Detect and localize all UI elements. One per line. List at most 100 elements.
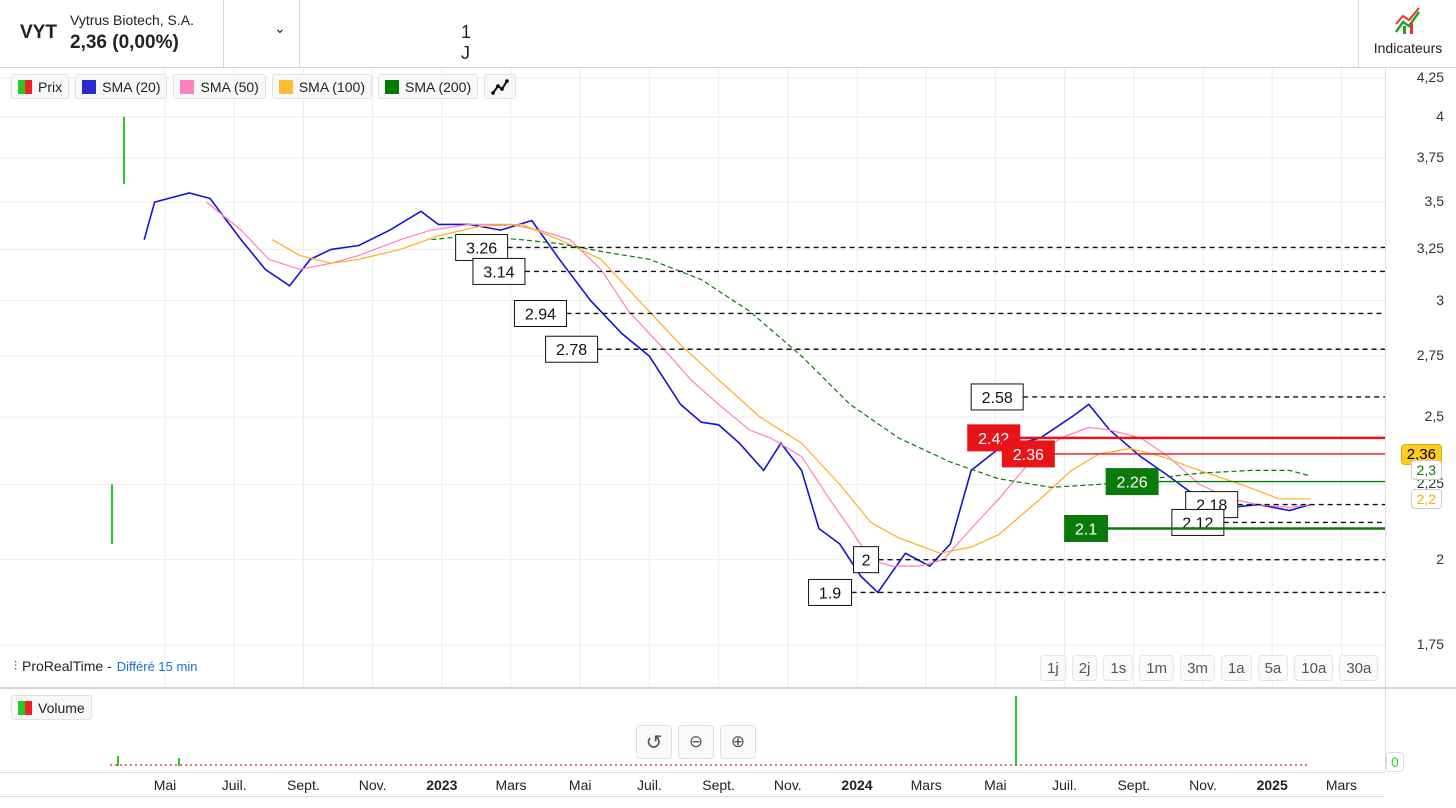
level-value: 2.26 <box>1117 475 1148 492</box>
chevron-down-icon: ⌄ <box>274 20 286 36</box>
timeframe-buttons: 1j 2j 1s 1m 3m 1a 5a 10a 30a <box>1040 655 1379 681</box>
volume-bar <box>117 756 119 766</box>
source-label: ProRealTime - <box>22 658 112 674</box>
level-label[interactable]: 2.26 <box>1105 468 1159 496</box>
level-label[interactable]: 2.36 <box>1001 440 1055 468</box>
line-chart-icon <box>491 78 509 95</box>
zoom-out-icon: ⊖ <box>688 732 704 751</box>
volume-swatch-icon <box>18 700 32 715</box>
price-tick-label: 2,75 <box>1416 347 1444 364</box>
legend-sma100[interactable]: SMA (100) <box>271 74 372 99</box>
date-tick-label: Juil. <box>1052 777 1078 793</box>
undo-icon: ↺ <box>645 731 663 754</box>
timeframe-1j[interactable]: 1j <box>1040 655 1066 681</box>
date-tick-label: Juil. <box>221 777 247 793</box>
indicators-button[interactable]: Indicateurs <box>1358 0 1456 67</box>
level-label[interactable]: 2.78 <box>545 335 599 363</box>
price-pill-last: 2,36 <box>1400 443 1442 465</box>
level-label[interactable]: 1.9 <box>808 578 853 606</box>
level-label[interactable]: 2.58 <box>970 383 1024 411</box>
zoom-out-button[interactable]: ⊖ <box>678 725 714 759</box>
timeframe-30a[interactable]: 30a <box>1339 655 1379 681</box>
price-tick-label: 1,75 <box>1416 636 1444 652</box>
level-value: 3.14 <box>483 264 514 281</box>
zoom-in-button[interactable]: ⊕ <box>720 725 756 759</box>
timeframe-3m[interactable]: 3m <box>1180 655 1215 681</box>
legend-label: SMA (200) <box>404 78 472 95</box>
level-value: 2.12 <box>1182 515 1213 532</box>
period-selector[interactable]: 1 J ⌄ <box>224 0 471 67</box>
date-tick-label: 2025 <box>1256 777 1288 793</box>
last-price: 2,36 (0,00%) <box>70 32 179 53</box>
price-tick-label: 3,75 <box>1416 148 1444 165</box>
date-tick-label: Juil. <box>636 777 662 793</box>
candlestick-icon: ⫶ <box>14 658 18 673</box>
zoom-in-icon: ⊕ <box>730 732 746 751</box>
price-tick-label: 2,5 <box>1424 408 1444 425</box>
drawing-tools-button[interactable] <box>484 74 517 99</box>
timeframe-1a[interactable]: 1a <box>1220 655 1252 681</box>
legend-sma20[interactable]: SMA (20) <box>75 74 168 99</box>
sma200-swatch-icon <box>384 79 399 94</box>
price-chart[interactable]: 3.263.142.942.782.582.422.362.262.182.12… <box>0 68 1385 772</box>
series-sma100 <box>272 223 1311 554</box>
chart-legend: Prix SMA (20) SMA (50) SMA (100) SMA (20… <box>11 74 517 99</box>
series-sma20 <box>143 192 1311 594</box>
price-axis[interactable] <box>1385 68 1456 772</box>
data-source: ⫶ ProRealTime - Différé 15 min <box>14 658 197 674</box>
level-label[interactable]: 2 <box>853 546 880 574</box>
date-tick-label: Mai <box>568 777 592 793</box>
panel-divider[interactable] <box>0 687 1456 689</box>
timeframe-2j[interactable]: 2j <box>1071 655 1098 681</box>
period-value: 1 J <box>461 22 472 63</box>
date-tick-label: Nov. <box>773 777 802 793</box>
level-label[interactable]: 3.26 <box>455 233 509 261</box>
price-swatch-icon <box>18 79 32 94</box>
series-sma200 <box>431 235 1311 488</box>
legend-sma50[interactable]: SMA (50) <box>173 74 266 99</box>
reset-zoom-button[interactable]: ↺ <box>636 725 672 759</box>
level-value: 2.94 <box>525 306 556 323</box>
legend-prix[interactable]: Prix <box>11 74 70 99</box>
legend-volume[interactable]: Volume <box>11 695 92 720</box>
level-label[interactable]: 3.14 <box>472 257 526 285</box>
level-value: 2 <box>862 553 871 570</box>
date-tick-label: Mai <box>984 777 1007 793</box>
legend-label: SMA (100) <box>298 78 365 95</box>
date-tick-label: Mars <box>1325 777 1357 793</box>
company-name: Vytrus Biotech, S.A. <box>70 12 194 28</box>
price-tick-label: 4 <box>1436 107 1444 124</box>
level-value: 2.1 <box>1075 521 1097 538</box>
zoom-controls: ↺ ⊖ ⊕ <box>636 725 756 759</box>
ticker-symbol: VYT <box>20 22 57 43</box>
sma50-swatch-icon <box>180 79 195 94</box>
volume-chart <box>110 696 1310 766</box>
date-tick-label: 2024 <box>841 777 873 793</box>
level-value: 2.42 <box>978 431 1009 448</box>
header: VYT Vytrus Biotech, S.A. 2,36 (0,00%) 1 … <box>0 0 1456 68</box>
date-tick-label: Sept. <box>702 777 735 793</box>
series-sma50 <box>206 201 1311 567</box>
price-pill-sma200: 2,3 <box>1410 460 1442 481</box>
legend-label: SMA (20) <box>102 78 161 95</box>
timeframe-1m[interactable]: 1m <box>1139 655 1175 681</box>
legend-sma200[interactable]: SMA (200) <box>377 74 479 99</box>
level-label[interactable]: 2.1 <box>1064 514 1109 542</box>
price-tick-label: 3,25 <box>1416 240 1444 257</box>
level-value: 2.58 <box>982 390 1013 407</box>
timeframe-1s[interactable]: 1s <box>1103 655 1134 681</box>
level-label[interactable]: 2.12 <box>1171 508 1225 536</box>
timeframe-5a[interactable]: 5a <box>1257 655 1289 681</box>
timeframe-10a[interactable]: 10a <box>1294 655 1334 681</box>
date-axis[interactable]: Mai Juil. Sept. Nov. 2023 Mars Mai Juil. Sept. No… <box>0 772 1385 797</box>
price-tick-label: 4,25 <box>1416 69 1444 85</box>
level-value: 3.26 <box>466 240 497 257</box>
volume-bar <box>1015 696 1017 766</box>
sma100-swatch-icon <box>278 79 293 94</box>
level-value: 2.36 <box>1013 447 1044 464</box>
legend-label: Prix <box>38 78 63 95</box>
price-tick-label: 2 <box>1436 550 1444 567</box>
sma20-swatch-icon <box>82 79 97 94</box>
instrument-info[interactable]: VYT Vytrus Biotech, S.A. 2,36 (0,00%) <box>0 0 224 67</box>
level-label[interactable]: 2.94 <box>513 299 567 327</box>
